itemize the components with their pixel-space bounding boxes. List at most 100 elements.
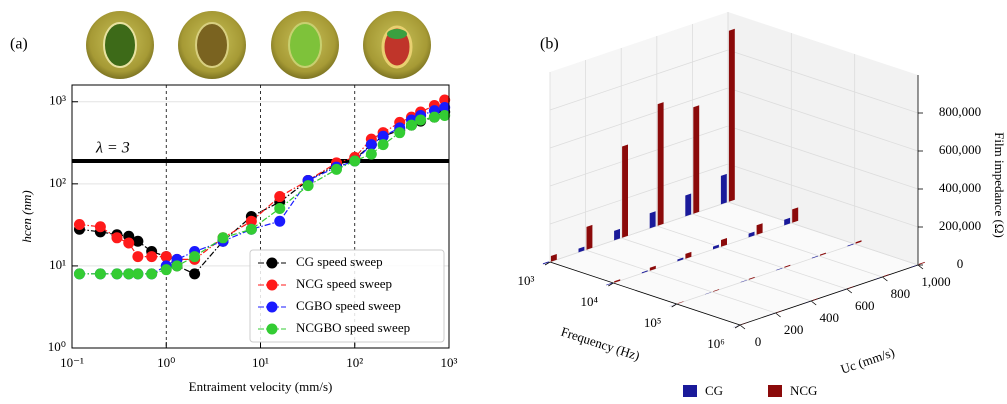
x-tick-label: 10⁴ — [581, 294, 599, 309]
z-tick-label: 600,000 — [939, 142, 981, 157]
x-tick-label: 10¹ — [252, 355, 269, 370]
data-point — [132, 268, 144, 280]
bar — [740, 322, 747, 325]
y-tick-label: 400 — [819, 310, 839, 325]
bar — [756, 223, 763, 235]
threshold-label: λ = 3 — [95, 140, 130, 157]
bar — [713, 244, 719, 250]
bar — [720, 173, 727, 205]
y-tick — [810, 300, 817, 306]
bar — [883, 274, 890, 277]
y-tick — [846, 288, 853, 294]
bar — [693, 105, 700, 214]
data-point — [428, 111, 440, 123]
y-tick-label: 0 — [755, 334, 762, 349]
bar — [847, 286, 854, 289]
x-tick-label: 10³ — [518, 273, 535, 288]
grid-line — [727, 49, 919, 114]
series-line — [79, 106, 445, 275]
data-point — [302, 180, 314, 192]
data-point — [274, 203, 286, 215]
y-tick — [882, 276, 888, 282]
x-tick-label: 10³ — [441, 355, 458, 370]
data-point — [439, 110, 451, 122]
bar — [657, 102, 664, 226]
bar — [918, 261, 925, 265]
data-point — [217, 232, 229, 244]
legend-swatch — [683, 385, 697, 397]
bar — [847, 243, 854, 247]
x-tick-label: 10⁵ — [644, 315, 662, 330]
data-point — [132, 251, 144, 263]
grid-line — [727, 201, 919, 266]
data-point — [189, 251, 201, 263]
y-tick-label: 600 — [855, 298, 875, 313]
data-point — [123, 268, 135, 280]
data-point — [405, 119, 417, 131]
y-tick — [917, 264, 924, 270]
bar — [550, 254, 557, 262]
y-tick-label: 200 — [784, 322, 804, 337]
bar — [748, 276, 755, 280]
data-point — [377, 139, 389, 151]
bar — [685, 193, 692, 217]
bar — [776, 310, 783, 313]
series-line — [79, 99, 445, 260]
bar — [875, 277, 882, 280]
bar — [812, 298, 818, 301]
data-point — [73, 268, 85, 280]
legend-marker — [266, 323, 278, 335]
bar — [614, 279, 621, 283]
bar — [784, 264, 791, 268]
data-point — [94, 268, 106, 280]
data-point — [245, 223, 257, 235]
x-axis-label: Frequency (Hz) — [559, 324, 642, 364]
grid-line — [727, 125, 919, 190]
pane — [550, 202, 918, 325]
data-point — [132, 235, 144, 247]
legend-marker — [266, 257, 278, 269]
data-point — [111, 232, 123, 244]
x-tick-label: 10² — [346, 355, 363, 370]
data-point — [146, 268, 158, 280]
bar — [721, 238, 727, 247]
pane — [728, 12, 918, 265]
y-axis-label: hcen (nm) — [19, 190, 34, 242]
data-point — [365, 139, 377, 151]
y-axis-label: Uc (mm/s) — [839, 344, 897, 376]
x-tick — [671, 303, 677, 308]
y-tick-label: 10³ — [49, 93, 66, 108]
y-tick — [739, 324, 746, 330]
data-point — [394, 127, 406, 139]
y-tick-label: 10⁰ — [48, 339, 66, 354]
thumbnails — [86, 11, 431, 79]
plot-frame — [71, 84, 450, 349]
bar — [677, 301, 684, 304]
x-tick — [608, 282, 614, 287]
legend-label: NCG — [790, 383, 817, 398]
thumbnail-contact — [195, 22, 229, 68]
y-tick-label: 800 — [891, 286, 911, 301]
data-point — [330, 163, 342, 175]
bar — [732, 325, 739, 328]
data-point — [160, 264, 172, 276]
x-tick-label: 10⁰ — [157, 355, 175, 370]
z-axis-label: Film impedance (Ω) — [992, 132, 1007, 238]
bar — [748, 231, 755, 238]
bar — [768, 313, 775, 316]
bar — [855, 240, 862, 244]
bar — [542, 261, 549, 265]
bar — [804, 301, 810, 304]
bar — [839, 289, 846, 292]
data-point — [377, 130, 389, 142]
y-tick-label: 10² — [49, 175, 66, 190]
data-point — [415, 114, 427, 126]
data-point — [245, 215, 257, 227]
legend-marker — [266, 279, 278, 291]
bar — [578, 246, 585, 253]
bar — [685, 251, 692, 259]
bar — [705, 292, 712, 295]
bar — [669, 304, 676, 307]
data-point — [274, 191, 286, 203]
